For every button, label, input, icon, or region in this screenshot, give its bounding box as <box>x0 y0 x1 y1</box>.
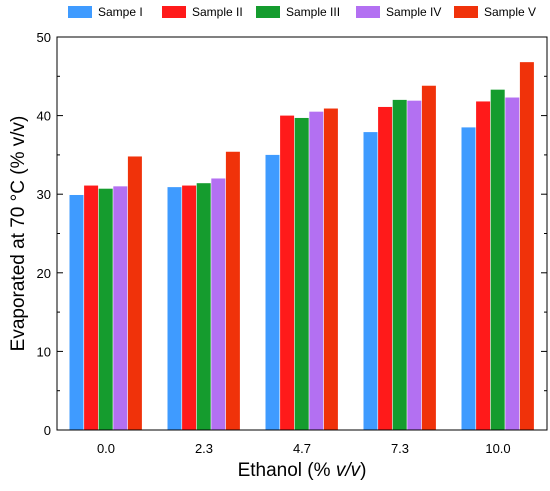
x-tick-label: 4.7 <box>293 441 311 456</box>
bar-3-cat-3 <box>294 117 309 430</box>
bar-5-cat-2 <box>225 151 240 431</box>
bar-5-cat-3 <box>323 108 338 430</box>
y-tick-label: 40 <box>37 109 51 124</box>
bar-4-cat-5 <box>505 97 520 430</box>
bar-2-cat-2 <box>182 185 197 430</box>
legend-swatch-5 <box>454 6 478 18</box>
bar-4-cat-1 <box>113 186 128 430</box>
bar-2-cat-1 <box>84 185 99 430</box>
x-tick-label: 7.3 <box>391 441 409 456</box>
bar-1-cat-1 <box>69 194 84 430</box>
x-tick-label: 2.3 <box>195 441 213 456</box>
y-axis: 0 10 20 30 40 50 <box>37 30 547 438</box>
bar-1-cat-4 <box>363 132 378 430</box>
legend-label-3: Sample III <box>286 5 340 19</box>
legend-swatch-2 <box>162 6 186 18</box>
legend-label-1: Sampe I <box>98 5 143 19</box>
x-axis: 0.0 2.3 4.7 7.3 10.0 <box>97 441 511 456</box>
bar-5-cat-1 <box>127 156 142 431</box>
bar-2-cat-3 <box>280 115 295 430</box>
bar-1-cat-3 <box>265 154 280 430</box>
legend-label-2: Sample II <box>192 5 243 19</box>
legend-swatch-4 <box>356 6 380 18</box>
y-tick-label: 30 <box>37 187 51 202</box>
bar-3-cat-1 <box>98 188 113 430</box>
bars-group <box>69 62 534 431</box>
bar-4-cat-3 <box>309 111 324 431</box>
x-tick-label: 0.0 <box>97 441 115 456</box>
legend-swatch-1 <box>68 6 92 18</box>
bar-3-cat-2 <box>196 183 211 430</box>
legend-swatch-3 <box>256 6 280 18</box>
x-axis-label-units: v/v <box>336 460 362 481</box>
bar-5-cat-5 <box>519 62 534 430</box>
legend-label-5: Sample V <box>484 5 536 19</box>
legend: Sampe I Sample II Sample III Sample IV Sampl… <box>68 5 536 19</box>
y-tick-label: 20 <box>37 266 51 281</box>
bar-2-cat-4 <box>378 106 393 430</box>
bar-4-cat-2 <box>211 178 226 430</box>
legend-label-4: Sample IV <box>386 5 441 19</box>
y-axis-label: Evaporated at 70 °C (% v/v) <box>8 116 29 352</box>
x-axis-label-prefix: Ethanol (% <box>238 460 336 481</box>
y-tick-label: 10 <box>37 344 51 359</box>
x-axis-label-suffix: ) <box>360 460 366 481</box>
bar-3-cat-5 <box>490 89 505 431</box>
x-tick-label: 10.0 <box>485 441 510 456</box>
bar-1-cat-5 <box>461 127 476 430</box>
bar-4-cat-4 <box>407 100 422 430</box>
bar-1-cat-2 <box>167 187 182 430</box>
y-tick-label: 0 <box>44 423 51 438</box>
y-tick-label: 50 <box>37 30 51 45</box>
bar-3-cat-4 <box>392 99 407 430</box>
x-axis-label: Ethanol (% v/v) <box>238 460 367 481</box>
bar-2-cat-5 <box>476 101 491 431</box>
bar-5-cat-4 <box>421 85 436 431</box>
